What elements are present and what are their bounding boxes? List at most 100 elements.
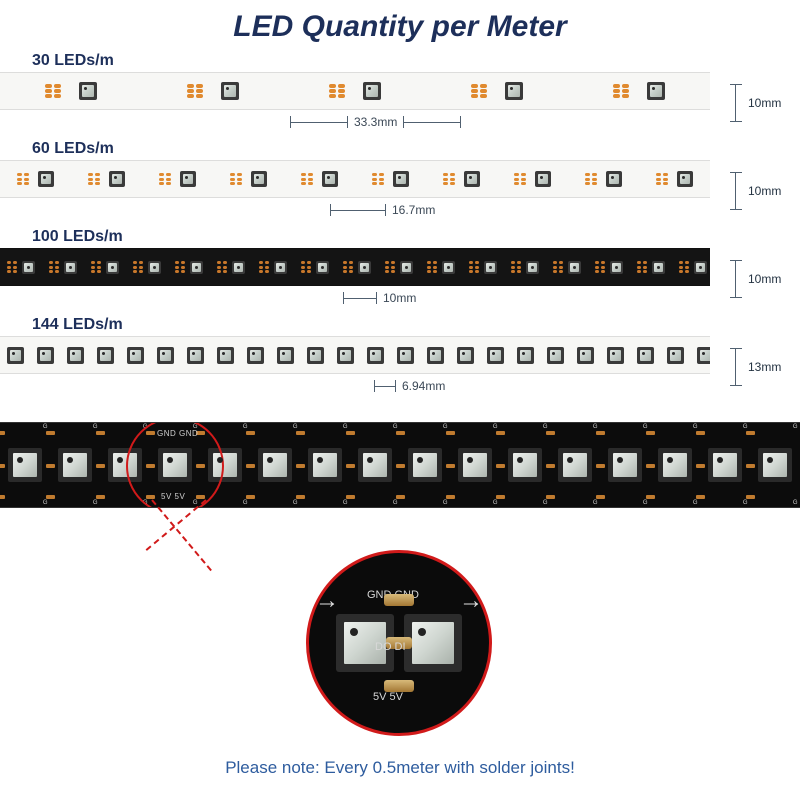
led-chip [187,347,204,364]
strip-block: 60 LEDs/m 16.7mm 10mm [0,140,800,222]
led-chip [397,347,414,364]
led-chip [221,82,239,100]
led-chip [277,347,294,364]
height-dimension: 10mm [730,172,781,210]
led-chip [217,347,234,364]
led-chip [647,82,665,100]
led-chip [526,261,539,274]
led-cell: GG [650,423,700,507]
led-cell: GG [50,423,100,507]
led-chip [652,261,665,274]
height-dimension: 13mm [730,348,781,386]
led-chip [316,261,329,274]
led-cell: GG [500,423,550,507]
led-chip [505,82,523,100]
led-chip [7,347,24,364]
led-cell: GG [400,423,450,507]
pitch-dimension: 16.7mm [0,198,710,222]
strip-block: 30 LEDs/m 33.3mm 10mm [0,52,800,134]
density-label: 60 LEDs/m [32,140,800,158]
led-chip [22,261,35,274]
led-chip [38,171,54,187]
led-cell: GG [450,423,500,507]
led-chip [367,347,384,364]
led-chip [307,347,324,364]
led-chip [404,614,462,672]
led-chip [274,261,287,274]
led-cell: GG [200,423,250,507]
led-cell: GG [700,423,750,507]
height-dimension: 10mm [730,260,781,298]
silkscreen-5v: 5V 5V [373,691,403,703]
led-chip [97,347,114,364]
led-chip [607,347,624,364]
density-label: 30 LEDs/m [32,52,800,70]
led-strip [0,72,710,110]
led-chip [232,261,245,274]
led-strip [0,248,710,286]
led-chip [464,171,480,187]
led-chip [148,261,161,274]
led-chip [393,171,409,187]
height-dimension: 10mm [730,84,781,122]
led-chip [577,347,594,364]
led-chip [37,347,54,364]
magnify-inset: → → GND GND DO DI 5V 5V [306,550,492,736]
density-label: 100 LEDs/m [32,228,800,246]
led-chip [337,347,354,364]
led-chip [109,171,125,187]
footer-note: Please note: Every 0.5meter with solder … [0,758,800,778]
led-chip [547,347,564,364]
led-cell: GG [300,423,350,507]
strips-container: 30 LEDs/m33.3mm10mm60 LEDs/m16.7mm10mm10… [0,52,800,398]
page-title: LED Quantity per Meter [0,0,800,52]
led-chip [568,261,581,274]
led-chip [106,261,119,274]
strip-block: 144 LEDs/m 6.94mm 13mm [0,316,800,398]
led-chip [535,171,551,187]
led-chip [457,347,474,364]
led-cell: GG [250,423,300,507]
led-chip [484,261,497,274]
led-chip [79,82,97,100]
led-chip [694,261,707,274]
led-chip [190,261,203,274]
led-chip [358,261,371,274]
led-chip [677,171,693,187]
led-chip [251,171,267,187]
led-chip [606,171,622,187]
led-chip [322,171,338,187]
led-cell: GG [600,423,650,507]
led-chip [610,261,623,274]
arrow-icon: → [459,587,483,615]
led-chip [247,347,264,364]
led-chip [400,261,413,274]
led-strip [0,160,710,198]
led-cell: GG [100,423,150,507]
led-cell: GG [750,423,800,507]
strip-block: 100 LEDs/m 10mm 10mm [0,228,800,310]
led-cell: GG [0,423,50,507]
led-chip [697,347,711,364]
closeup-strip: GGGGGGGGGGGGGGGGGGGGGGGGGGGGGGGGGND GND5… [0,422,800,508]
led-chip [427,347,444,364]
led-chip [487,347,504,364]
led-chip [67,347,84,364]
led-chip [127,347,144,364]
led-chip [637,347,654,364]
pitch-dimension: 33.3mm [0,110,710,134]
led-chip [363,82,381,100]
led-chip [517,347,534,364]
led-chip [667,347,684,364]
density-label: 144 LEDs/m [32,316,800,334]
led-chip [180,171,196,187]
pitch-dimension: 6.94mm [0,374,710,398]
led-strip [0,336,710,374]
led-cell: GG [550,423,600,507]
arrow-icon: → [315,587,339,615]
led-chip [442,261,455,274]
led-chip [157,347,174,364]
pitch-dimension: 10mm [0,286,710,310]
led-chip [64,261,77,274]
led-cell: GG [350,423,400,507]
